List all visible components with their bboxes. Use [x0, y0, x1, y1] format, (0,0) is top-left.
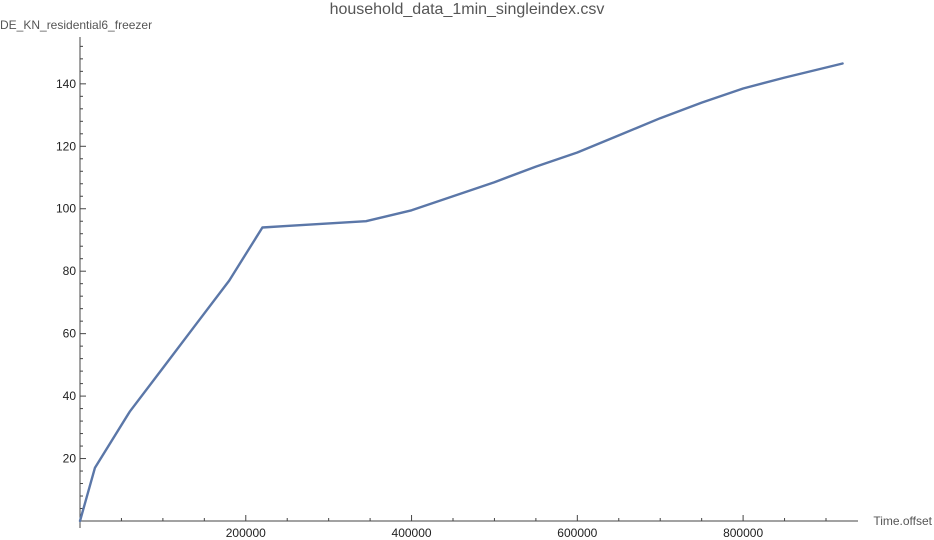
y-tick-label: 120 — [56, 139, 76, 153]
y-tick-label: 60 — [63, 327, 77, 341]
plot-area — [78, 62, 844, 523]
x-tick-label: 800000 — [723, 526, 763, 540]
x-tick-label: 600000 — [557, 526, 597, 540]
y-tick-label: 40 — [63, 389, 77, 403]
x-axis-label: Time.offset — [873, 514, 932, 528]
y-tick-label: 80 — [63, 264, 77, 278]
y-tick-label: 20 — [63, 452, 77, 466]
x-tick-label: 400000 — [392, 526, 432, 540]
series-line — [78, 62, 844, 523]
chart-title: household_data_1min_singleindex.csv — [330, 1, 605, 18]
y-tick-label: 100 — [56, 202, 76, 216]
x-axis: 200000 400000 600000 800000 — [79, 515, 858, 540]
y-axis-label: DE_KN_residential6_freezer — [0, 18, 152, 32]
y-tick-label: 140 — [56, 77, 76, 91]
x-tick-label: 200000 — [226, 526, 266, 540]
y-axis: 20 40 60 80 100 120 140 — [56, 37, 86, 521]
